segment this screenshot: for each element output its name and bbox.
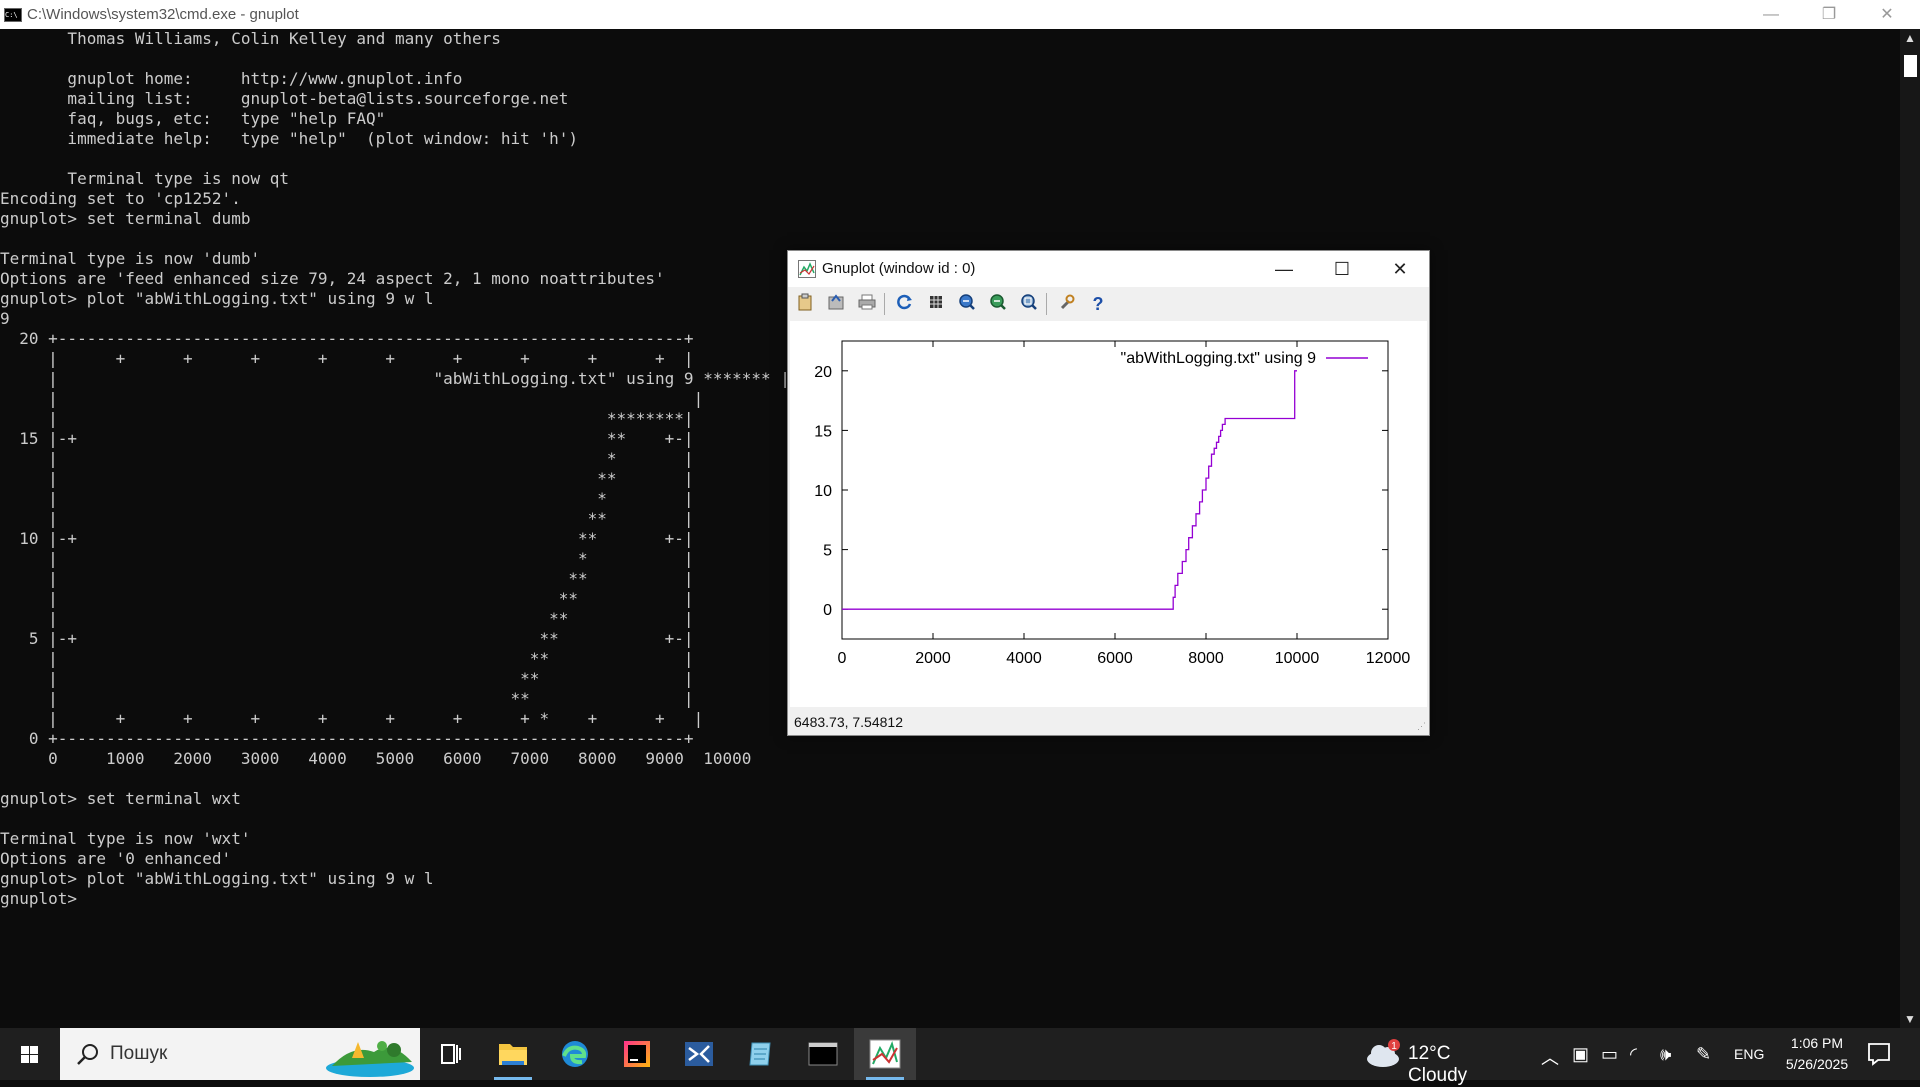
- cmd-minimize-button[interactable]: —: [1763, 6, 1779, 23]
- cmd-icon: C:\: [4, 8, 22, 22]
- notepad-button[interactable]: [730, 1028, 792, 1080]
- chart: 0 2000 4000 6000 8000 10000 12000 0 5 10 15 20 "abWi…: [814, 340, 1411, 667]
- scroll-down-arrow-icon[interactable]: ▼: [1904, 1012, 1916, 1026]
- help-icon[interactable]: ?: [1092, 294, 1104, 314]
- console-area[interactable]: Thomas Williams, Colin Kelley and many o…: [0, 29, 1900, 1028]
- start-button[interactable]: [0, 1028, 60, 1080]
- replot-icon[interactable]: [894, 293, 916, 315]
- gnuplot-titlebar[interactable]: Gnuplot (window id : 0) — ☐ ✕: [788, 251, 1429, 287]
- gnuplot-toolbar: ?: [788, 287, 1429, 321]
- settings-icon[interactable]: [1056, 293, 1078, 315]
- pen-icon[interactable]: ✎: [1696, 1044, 1712, 1064]
- copy-clipboard-icon[interactable]: [794, 293, 816, 315]
- y-tick-label: 10: [814, 483, 832, 500]
- y-tick-label: 20: [814, 364, 832, 381]
- gnuplot-maximize-button[interactable]: ☐: [1333, 259, 1351, 279]
- scroll-up-arrow-icon[interactable]: ▲: [1904, 31, 1916, 45]
- search-box[interactable]: Пошук: [60, 1028, 420, 1080]
- windows-logo-icon: [21, 1046, 38, 1063]
- series-line: [842, 370, 1297, 610]
- weather-text: 12°C Cloudy: [1408, 1043, 1468, 1086]
- taskbar: Пошук 1 12°C Cloudy ︿ ▣ ▭ ◜ 🕪 ✎: [0, 1028, 1920, 1086]
- clock-date: 5/26/2025: [1785, 1056, 1849, 1072]
- gnuplot-icon: [869, 1039, 901, 1069]
- volume-icon[interactable]: 🕪: [1660, 1044, 1672, 1064]
- clock-time: 1:06 PM: [1790, 1035, 1844, 1051]
- grid-icon[interactable]: [925, 293, 947, 315]
- terminal-button[interactable]: [792, 1028, 854, 1080]
- clock[interactable]: 1:06 PM 5/26/2025: [1772, 1033, 1862, 1075]
- edge-icon: [562, 1041, 588, 1067]
- search-placeholder: Пошук: [110, 1043, 168, 1064]
- mouse-coordinates: 6483.73, 7.54812: [794, 714, 903, 730]
- x-tick-label: 2000: [915, 650, 951, 667]
- gnuplot-close-button[interactable]: ✕: [1392, 259, 1408, 279]
- gnuplot-statusbar: 6483.73, 7.54812 ⋰: [788, 707, 1429, 735]
- scroll-thumb[interactable]: [1904, 55, 1917, 77]
- vscode-button[interactable]: [668, 1028, 730, 1080]
- cloud-icon: 1: [1367, 1039, 1400, 1067]
- x-tick-label: 6000: [1097, 650, 1133, 667]
- y-tick-label: 15: [814, 423, 832, 440]
- cmd-titlebar[interactable]: C:\ C:\Windows\system32\cmd.exe - gnuplo…: [0, 0, 1920, 29]
- plot-border: [841, 340, 1389, 640]
- x-tick-label: 4000: [1006, 650, 1042, 667]
- search-highlight-art-icon: [326, 1041, 414, 1077]
- x-tick-label: 8000: [1188, 650, 1224, 667]
- console-output: Thomas Williams, Colin Kelley and many o…: [0, 29, 790, 908]
- language-indicator[interactable]: ENG: [1734, 1046, 1765, 1062]
- jetbrains-button[interactable]: [606, 1028, 668, 1080]
- zoom-previous-icon[interactable]: [956, 293, 978, 315]
- gnuplot-taskbar-button[interactable]: [854, 1028, 916, 1080]
- console-scrollbar[interactable]: ▲ ▼: [1900, 29, 1920, 1028]
- gnuplot-minimize-button[interactable]: —: [1275, 259, 1293, 279]
- jetbrains-icon: [624, 1041, 650, 1067]
- toolbar-separator: [884, 293, 885, 315]
- cmd-restore-button[interactable]: ❐: [1821, 6, 1837, 23]
- cmd-window-title: C:\Windows\system32\cmd.exe - gnuplot: [27, 6, 299, 23]
- show-hidden-icons-icon[interactable]: ︿: [1541, 1048, 1559, 1068]
- battery-icon[interactable]: ▭: [1601, 1044, 1619, 1064]
- task-view-icon: [441, 1044, 461, 1064]
- notification-center-icon[interactable]: [1866, 1041, 1892, 1067]
- task-view-button[interactable]: [420, 1028, 482, 1080]
- autoscale-icon[interactable]: [1018, 293, 1040, 315]
- cmd-close-button[interactable]: ✕: [1880, 6, 1894, 23]
- zoom-next-icon[interactable]: [987, 293, 1009, 315]
- network-icon[interactable]: ◜: [1630, 1044, 1637, 1064]
- device-icon[interactable]: ▣: [1572, 1044, 1590, 1064]
- file-explorer-icon: [499, 1044, 527, 1065]
- visual-studio-code-icon: [685, 1042, 713, 1066]
- gnuplot-app-icon: [798, 260, 816, 278]
- resize-grip-icon[interactable]: ⋰: [1417, 721, 1426, 731]
- x-tick-label: 12000: [1366, 650, 1411, 667]
- y-tick-label: 5: [823, 543, 832, 560]
- notepad-icon: [749, 1042, 771, 1066]
- search-icon: [77, 1044, 98, 1065]
- x-tick-label: 0: [838, 650, 847, 667]
- gnuplot-window-title: Gnuplot (window id : 0): [822, 260, 976, 277]
- edge-button[interactable]: [544, 1028, 606, 1080]
- export-icon[interactable]: [825, 293, 847, 315]
- toolbar-separator: [1046, 293, 1047, 315]
- gnuplot-plot-area[interactable]: 0 2000 4000 6000 8000 10000 12000 0 5 10 15 20 "abWi…: [790, 321, 1427, 707]
- gnuplot-window[interactable]: Gnuplot (window id : 0) — ☐ ✕: [787, 250, 1430, 736]
- weather-widget[interactable]: 1 12°C Cloudy: [1363, 1037, 1513, 1086]
- y-tick-label: 0: [823, 602, 832, 619]
- file-explorer-button[interactable]: [482, 1028, 544, 1080]
- weather-badge: 1: [1391, 1041, 1397, 1052]
- x-tick-label: 10000: [1275, 650, 1320, 667]
- legend-label: "abWithLogging.txt" using 9: [1121, 350, 1317, 367]
- print-icon[interactable]: [856, 293, 878, 315]
- terminal-icon: [808, 1042, 838, 1066]
